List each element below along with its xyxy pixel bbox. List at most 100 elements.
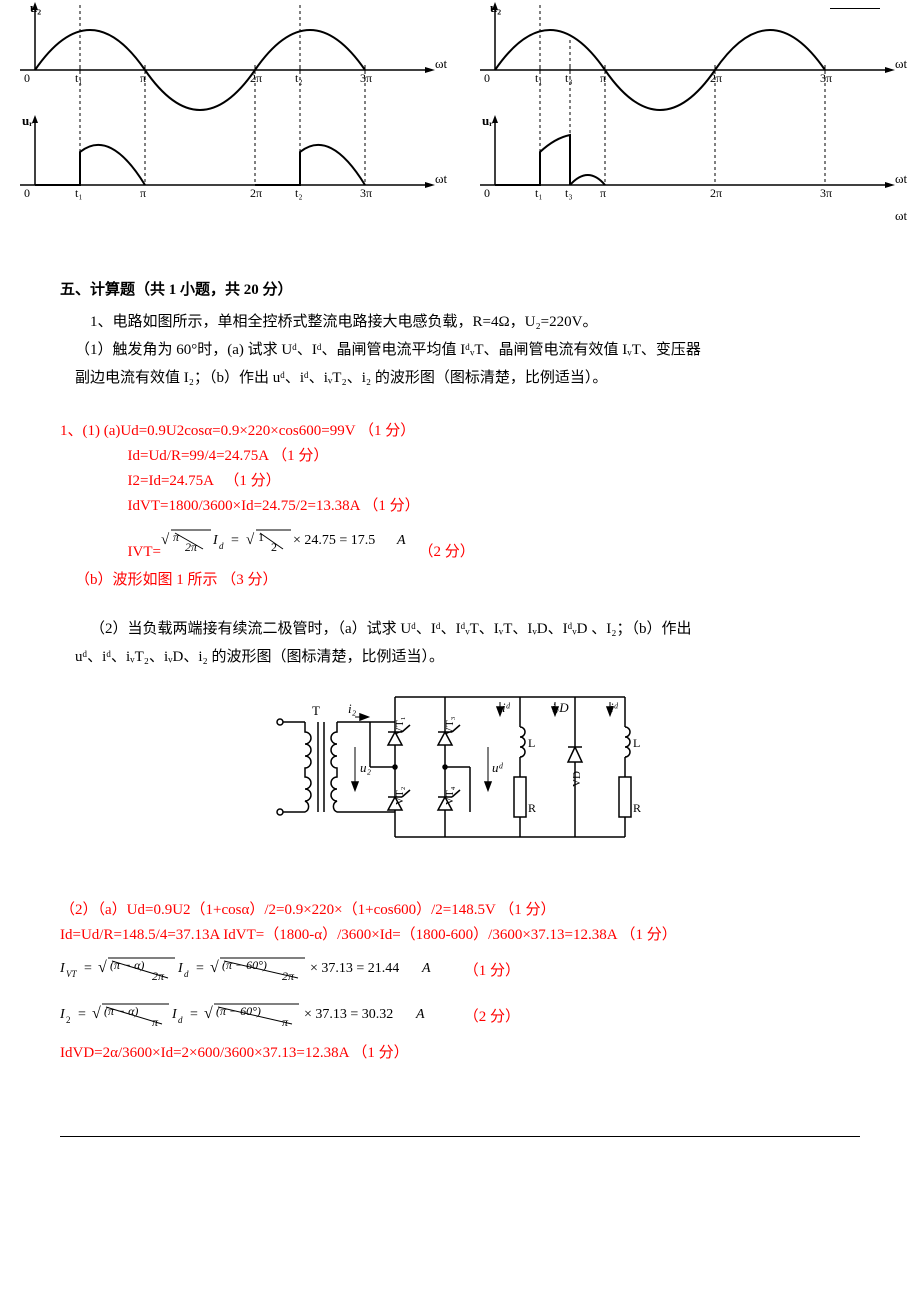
svg-text:ωt: ωt <box>895 208 908 223</box>
svg-text:× 37.13 = 30.32: × 37.13 = 30.32 <box>304 1007 393 1022</box>
answer-2-text: Id=Ud/R=99/4=24.75A <box>128 448 269 464</box>
svg-text:VT: VT <box>66 969 77 979</box>
svg-text:2: 2 <box>271 540 277 554</box>
svg-text:2π: 2π <box>250 186 262 200</box>
svg-text:3π: 3π <box>360 71 372 85</box>
svg-text:√: √ <box>92 1005 101 1022</box>
svg-text:π: π <box>152 1015 159 1029</box>
answer-4: IdVT=1800/3600×Id=24.75/2=13.38A （1 分） <box>60 494 860 518</box>
svg-text:0: 0 <box>24 186 30 200</box>
formula-i2: I 2 = √ (π − α) π I d = √ (π − 60°) π × … <box>60 994 460 1040</box>
problem-intro: 1、电路如图所示，单相全控桥式整流电路接大电感负载，R=4Ω，U₂=220V。 <box>60 310 860 334</box>
svg-text:2π: 2π <box>710 186 722 200</box>
waveform-diagrams: u₂ ωt 0 t₁ π 2π t₂ 3π <box>0 0 920 248</box>
svg-text:A: A <box>396 533 406 548</box>
problem-part2b: uᵈ、iᵈ、iᵥT₂、iᵥD、i₂ 的波形图（图标清楚，比例适当）。 <box>60 645 860 669</box>
svg-text:t₁: t₁ <box>535 186 543 200</box>
answer-b2: Id=Ud/R=148.5/4=37.13A IdVT=（1800-α）/360… <box>60 923 860 947</box>
waveform-right: u₂ ωt 0 t₁ t₃ π 2π 3π uᵣ <box>470 0 910 240</box>
answer-b4-score: （2 分） <box>464 1005 520 1029</box>
answer-5-prefix: IVT= <box>128 522 161 564</box>
problem-part2a: （2）当负载两端接有续流二极管时，（a）试求 Uᵈ、Iᵈ、IᵈᵥT、IᵥT、Iᵥ… <box>60 617 860 641</box>
svg-text:π: π <box>600 186 606 200</box>
svg-text:T: T <box>312 703 320 718</box>
svg-text:u₂: u₂ <box>360 760 372 775</box>
svg-text:√: √ <box>161 532 170 548</box>
svg-text:I: I <box>177 961 184 976</box>
svg-text:3π: 3π <box>820 71 832 85</box>
answer-b2-score: （1 分） <box>621 927 677 943</box>
svg-text:i₂: i₂ <box>348 701 357 716</box>
top-right-line <box>830 8 880 9</box>
section-header: 五、计算题（共 1 小题，共 20 分） <box>60 278 860 302</box>
answer-1-score: （1 分） <box>359 423 415 439</box>
svg-text:VT₃: VT₃ <box>444 716 456 735</box>
problem-part1b: 副边电流有效值 I₂；（b）作出 uᵈ、iᵈ、iᵥT₂、i₂ 的波形图（图标清楚… <box>60 366 860 390</box>
svg-text:iᵈ: iᵈ <box>502 700 511 715</box>
answer-2-score: （1 分） <box>272 448 328 464</box>
svg-text:I: I <box>171 1007 178 1022</box>
svg-text:t₂: t₂ <box>295 71 303 85</box>
formula-ivt2: I VT = √ (π − α) 2π I d = √ (π − 60°) 2π… <box>60 948 460 994</box>
svg-text:iᵈ: iᵈ <box>610 700 619 715</box>
waveform-left: u₂ ωt 0 t₁ π 2π t₂ 3π <box>10 0 450 220</box>
svg-text:3π: 3π <box>360 186 372 200</box>
svg-text:√: √ <box>204 1005 213 1022</box>
svg-text:(π − α): (π − α) <box>110 958 144 972</box>
svg-text:√: √ <box>246 532 255 548</box>
svg-text:d: d <box>219 541 224 551</box>
svg-text:R: R <box>633 801 641 815</box>
svg-text:0: 0 <box>484 71 490 85</box>
svg-text:ωt: ωt <box>435 171 448 186</box>
svg-text:L: L <box>633 736 640 750</box>
formula-i2-row: I 2 = √ (π − α) π I d = √ (π − 60°) π × … <box>60 994 860 1040</box>
svg-text:2π: 2π <box>152 969 165 983</box>
answer-6-text: （b）波形如图 1 所示 <box>75 572 218 588</box>
answer-6-score: （3 分） <box>221 572 277 588</box>
svg-text:uᵣ: uᵣ <box>482 113 493 128</box>
svg-text:1: 1 <box>258 530 264 544</box>
answer-b1: （2）（a）Ud=0.9U2（1+cosα）/2=0.9×220×（1+cos6… <box>60 898 860 922</box>
answer-3-text: I2=Id=24.75A <box>128 473 214 489</box>
svg-text:VD: VD <box>571 771 583 787</box>
svg-text:=: = <box>190 1007 198 1022</box>
circuit-diagram: T i₂ u₂ VT₁ VT₂ VT₃ VT₄ iᵈ L uᵈ R iᵥD VD… <box>60 677 860 865</box>
answer-b3-score: （1 分） <box>464 959 520 983</box>
svg-text:VT₁: VT₁ <box>394 716 406 735</box>
svg-text:uᵈ: uᵈ <box>492 760 504 775</box>
answer-b1-score: （1 分） <box>499 902 555 918</box>
answer-4-text: IdVT=1800/3600×Id=24.75/2=13.38A <box>128 498 360 514</box>
svg-text:I: I <box>212 533 219 548</box>
svg-text:3π: 3π <box>820 186 832 200</box>
svg-text:d: d <box>184 969 189 979</box>
answer-1-text: 1、(1) (a)Ud=0.9U2cosα=0.9×220×cos600=99V <box>60 423 355 439</box>
answer-2: Id=Ud/R=99/4=24.75A （1 分） <box>60 444 860 468</box>
answer-4-score: （1 分） <box>363 498 419 514</box>
svg-text:π: π <box>140 186 146 200</box>
problem-part1a: （1）触发角为 60°时，(a) 试求 Uᵈ、Iᵈ、晶闸管电流平均值 IᵈᵥT、… <box>60 338 860 362</box>
svg-text:iᵥD: iᵥD <box>552 700 569 715</box>
svg-text:t₂: t₂ <box>295 186 303 200</box>
svg-text:=: = <box>231 533 239 548</box>
footer-line <box>60 1136 860 1137</box>
svg-text:√: √ <box>210 959 219 976</box>
svg-text:2π: 2π <box>250 71 262 85</box>
formula-ivt2-row: I VT = √ (π − α) 2π I d = √ (π − 60°) 2π… <box>60 948 860 994</box>
svg-text:VT₄: VT₄ <box>444 786 456 805</box>
svg-text:ωt: ωt <box>895 56 908 71</box>
svg-text:× 37.13 = 21.44: × 37.13 = 21.44 <box>310 961 399 976</box>
answer-b5-text: IdVD=2α/3600×Id=2×600/3600×37.13=12.38A <box>60 1045 349 1061</box>
svg-text:=: = <box>196 961 204 976</box>
svg-text:ωt: ωt <box>435 56 448 71</box>
svg-text:t₁: t₁ <box>75 71 83 85</box>
svg-text:d: d <box>178 1015 183 1025</box>
answer-3-score: （1 分） <box>224 473 280 489</box>
svg-text:2π: 2π <box>282 969 295 983</box>
svg-text:uᵣ: uᵣ <box>22 113 33 128</box>
svg-text:0: 0 <box>24 71 30 85</box>
svg-text:(π − 60°): (π − 60°) <box>216 1004 261 1018</box>
svg-text:t₁: t₁ <box>535 71 543 85</box>
answer-b5: IdVD=2α/3600×Id=2×600/3600×37.13=12.38A … <box>60 1041 860 1065</box>
svg-text:(π − 60°): (π − 60°) <box>222 958 267 972</box>
formula-ivt1: √ π 2π I d = √ 1 2 × 24.75 = 17.5 A <box>161 519 411 567</box>
